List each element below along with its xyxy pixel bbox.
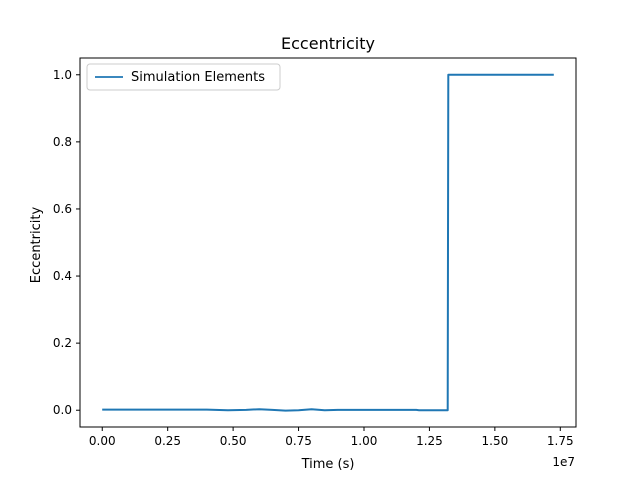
x-tick-label: 1.00 [351, 434, 378, 448]
legend: Simulation Elements [86, 63, 281, 91]
legend-label: Simulation Elements [131, 70, 265, 85]
x-tick-label: 0.75 [285, 434, 312, 448]
y-tick-label: 0.4 [53, 269, 72, 283]
x-tick-label: 0.50 [220, 434, 247, 448]
plot-area: 0.00 0.25 0.50 0.75 1.00 1.25 1.50 1.75 0.0 0.2 0.… [53, 57, 577, 448]
axes-frame [79, 57, 577, 428]
y-tick-label: 0.0 [53, 403, 72, 417]
x-tick-label: 1.50 [482, 434, 509, 448]
y-axis-label: Eccentricity [29, 207, 44, 284]
y-tick-label: 1.0 [53, 68, 72, 82]
chart-title: Eccentricity [281, 34, 375, 53]
x-tick-label: 1.25 [416, 434, 443, 448]
series-line-0 [102, 73, 554, 412]
x-tick-label: 0.25 [154, 434, 181, 448]
x-axis-label: Time (s) [301, 457, 355, 472]
x-tick-label: 0.00 [89, 434, 116, 448]
x-axis-offset-label: 1e7 [552, 455, 575, 469]
y-tick-label: 0.2 [53, 336, 72, 350]
y-tick-label: 0.6 [53, 202, 72, 216]
x-tick-label: 1.75 [547, 434, 574, 448]
y-tick-label: 0.8 [53, 135, 72, 149]
legend-box [86, 63, 281, 91]
